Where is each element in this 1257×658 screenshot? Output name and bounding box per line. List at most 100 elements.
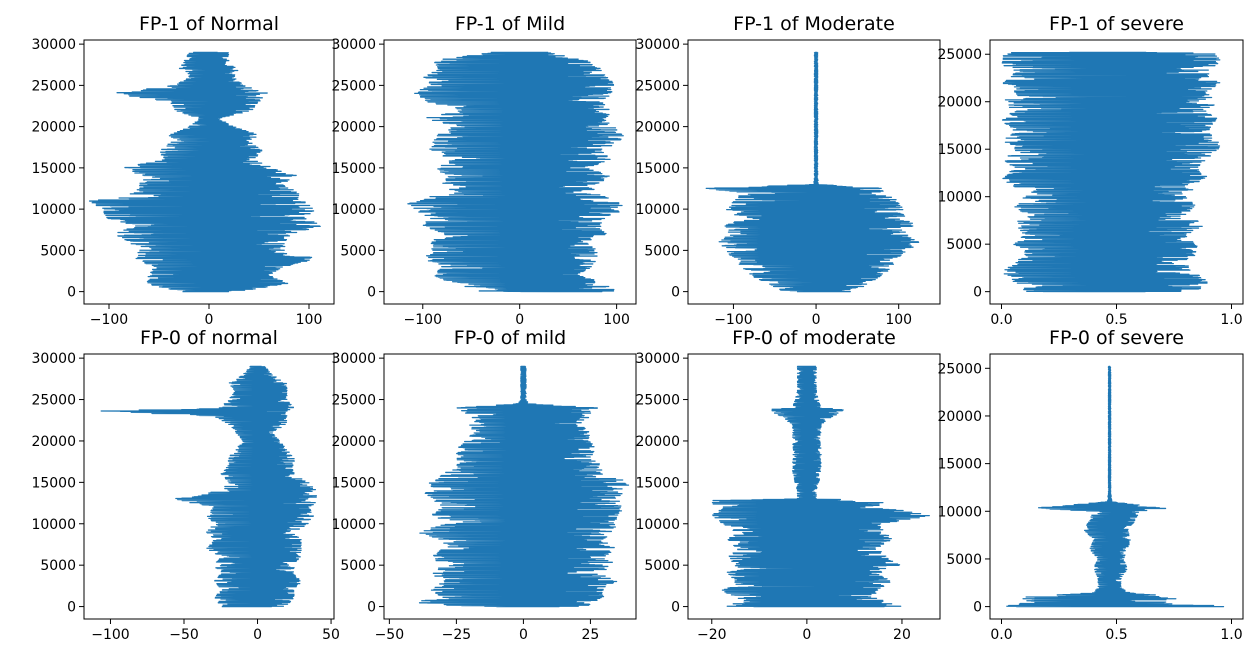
x-tick-label: 0.0 [990, 627, 1012, 643]
x-tick-label: 0.5 [1105, 627, 1127, 643]
subplot-2: FP-1 of Mild −100 0 100 0 5000 10000 15000 20000… [331, 13, 637, 328]
y-tick-label: 30000 [635, 351, 680, 367]
x-tick-label: 1.0 [1220, 627, 1242, 643]
y-tick-label: 0 [671, 285, 680, 301]
y-tick-label: 25000 [331, 78, 376, 94]
subplot-title: FP-1 of Mild [455, 13, 565, 35]
y-tick-label: 20000 [31, 434, 76, 450]
y-tick-label: 15000 [635, 161, 680, 177]
subplot-title: FP-1 of Normal [139, 13, 279, 35]
x-tick-label: 0 [812, 312, 821, 328]
subplot-1: FP-1 of Normal −100 0 100 0 5000 10000 15000 200… [31, 13, 335, 328]
y-tick-label: 15000 [331, 475, 376, 491]
x-tick-label: 100 [885, 312, 912, 328]
y-tick-label: 20000 [31, 120, 76, 136]
y-tick-label: 15000 [635, 475, 680, 491]
y-tick-label: 30000 [331, 351, 376, 367]
y-tick-label: 25000 [937, 361, 982, 377]
y-tick-label: 15000 [937, 457, 982, 473]
y-tick-label: 15000 [331, 161, 376, 177]
x-tick-label: 100 [603, 312, 630, 328]
signal-trace [407, 51, 624, 293]
subplot-3: FP-1 of Moderate −100 0 100 0 5000 10000 15000 2… [635, 13, 941, 328]
y-tick-label: 10000 [31, 517, 76, 533]
subplot-6: FP-0 of mild −50 −25 0 25 0 5000 10000 15000 2000… [331, 327, 637, 643]
x-tick-label: −50 [169, 627, 199, 643]
y-tick-label: 5000 [946, 237, 982, 253]
x-tick-label: 1.0 [1220, 312, 1242, 328]
y-tick-label: 0 [671, 600, 680, 616]
y-tick-label: 10000 [331, 517, 376, 533]
y-tick-label: 15000 [31, 161, 76, 177]
y-tick-label: 5000 [946, 552, 982, 568]
y-tick-label: 5000 [40, 558, 76, 574]
x-tick-label: −25 [442, 627, 472, 643]
y-tick-label: 30000 [31, 37, 76, 53]
y-tick-label: 10000 [635, 202, 680, 218]
signal-trace [88, 51, 321, 293]
y-tick-label: 5000 [644, 558, 680, 574]
x-tick-label: −20 [697, 627, 727, 643]
y-tick-label: 20000 [635, 120, 680, 136]
signal-trace [100, 365, 318, 608]
y-tick-label: 5000 [40, 243, 76, 259]
y-tick-label: 25000 [31, 78, 76, 94]
x-tick-label: 0 [519, 627, 528, 643]
y-tick-label: 20000 [331, 434, 376, 450]
x-tick-label: −100 [404, 312, 442, 328]
subplot-7: FP-0 of moderate −20 0 20 0 5000 10000 15000 200… [635, 327, 941, 643]
y-tick-label: 10000 [31, 202, 76, 218]
y-tick-label: 15000 [937, 142, 982, 158]
y-tick-label: 0 [973, 600, 982, 616]
x-tick-label: 20 [893, 627, 911, 643]
subplot-title: FP-1 of Moderate [733, 13, 895, 35]
axes-frame [383, 39, 637, 305]
signal-trace [418, 365, 630, 608]
y-tick-label: 25000 [331, 393, 376, 409]
x-tick-label: −100 [714, 312, 752, 328]
x-tick-label: 0 [802, 627, 811, 643]
subplot-8: FP-0 of severe 0.0 0.5 1.0 0 5000 10000 15000 20… [937, 327, 1244, 643]
y-tick-label: 20000 [937, 95, 982, 111]
y-tick-label: 0 [367, 285, 376, 301]
x-tick-label: 0 [515, 312, 524, 328]
subplot-5: FP-0 of normal −100 −50 0 50 0 5000 10000 15000 2… [31, 327, 340, 643]
y-tick-label: 0 [367, 600, 376, 616]
x-tick-label: 25 [582, 627, 600, 643]
axes-frame [383, 353, 637, 620]
y-tick-label: 0 [67, 285, 76, 301]
x-tick-label: 0 [253, 627, 262, 643]
y-tick-label: 30000 [31, 351, 76, 367]
signal-trace [711, 365, 930, 608]
signal-trace [1001, 51, 1221, 293]
subplot-title: FP-1 of severe [1049, 13, 1184, 35]
y-tick-label: 10000 [937, 190, 982, 206]
signal-trace [705, 51, 920, 293]
subplot-title: FP-0 of moderate [732, 327, 896, 349]
y-tick-label: 30000 [635, 37, 680, 53]
x-tick-label: 50 [322, 627, 340, 643]
y-tick-label: 10000 [937, 504, 982, 520]
x-tick-label: −50 [375, 627, 405, 643]
subplot-title: FP-0 of mild [454, 327, 566, 349]
x-tick-label: 100 [296, 312, 323, 328]
y-tick-label: 10000 [331, 202, 376, 218]
subplot-title: FP-0 of severe [1049, 327, 1184, 349]
y-tick-label: 20000 [937, 409, 982, 425]
y-tick-label: 0 [67, 600, 76, 616]
x-tick-label: 0.5 [1105, 312, 1127, 328]
x-tick-label: 0.0 [990, 312, 1012, 328]
y-tick-label: 25000 [937, 47, 982, 63]
y-tick-label: 25000 [31, 393, 76, 409]
y-tick-label: 30000 [331, 37, 376, 53]
x-tick-label: −100 [91, 627, 129, 643]
subplot-title: FP-0 of normal [140, 327, 278, 349]
y-tick-label: 10000 [635, 517, 680, 533]
axes-frame [687, 39, 941, 305]
axes-frame [83, 353, 335, 620]
y-tick-label: 5000 [644, 243, 680, 259]
y-tick-label: 25000 [635, 78, 680, 94]
y-tick-label: 5000 [340, 558, 376, 574]
y-tick-label: 25000 [635, 393, 680, 409]
